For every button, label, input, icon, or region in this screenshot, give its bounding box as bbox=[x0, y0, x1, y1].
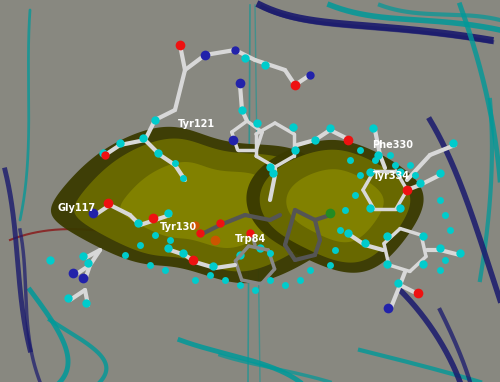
Text: Tyr130: Tyr130 bbox=[160, 222, 197, 232]
Text: Tyr121: Tyr121 bbox=[178, 119, 214, 129]
Polygon shape bbox=[120, 162, 282, 248]
Text: Tyr334: Tyr334 bbox=[372, 171, 410, 181]
Polygon shape bbox=[74, 139, 323, 272]
Text: Phe330: Phe330 bbox=[372, 140, 414, 150]
Polygon shape bbox=[246, 140, 424, 273]
Text: Gly117: Gly117 bbox=[58, 203, 96, 213]
Text: Trp84: Trp84 bbox=[235, 234, 266, 244]
Polygon shape bbox=[260, 150, 410, 262]
Polygon shape bbox=[286, 169, 384, 242]
Polygon shape bbox=[51, 127, 344, 283]
